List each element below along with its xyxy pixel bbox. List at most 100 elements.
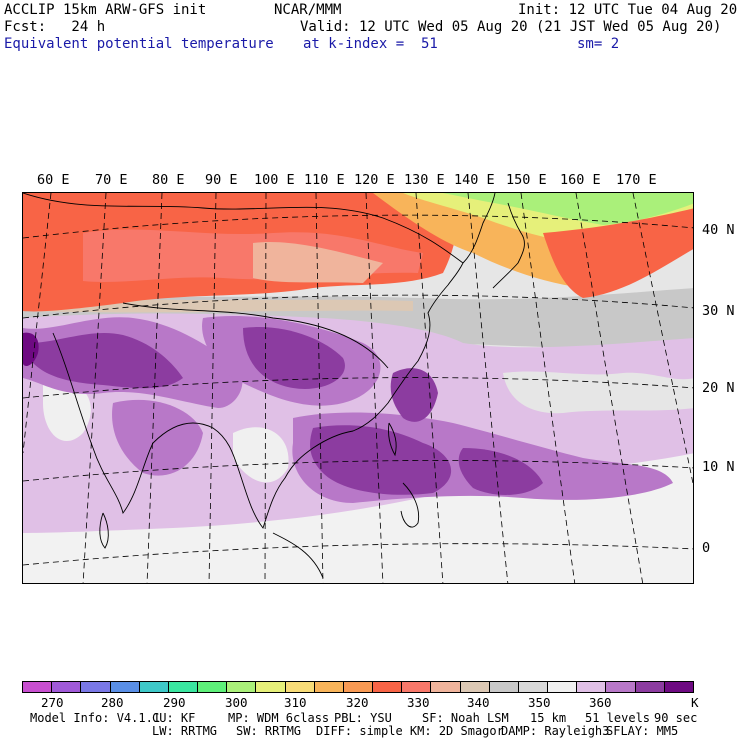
tan-band	[23, 293, 413, 313]
colorbar-swatch-0	[23, 682, 53, 692]
borneo-coast	[272, 532, 324, 579]
asia-coastline	[52, 262, 464, 529]
lon-line-160e	[575, 193, 644, 583]
lat-label-40n: 40 N	[702, 222, 735, 238]
vertical-levels: 51 levels	[585, 711, 651, 725]
graticule	[23, 193, 693, 583]
lat-label-20n: 20 N	[702, 380, 735, 396]
colorbar-tick-310: 310	[284, 695, 307, 710]
lon-line-150e	[520, 193, 576, 583]
lon-line-100e	[264, 193, 267, 583]
dark-purple-core-4	[458, 448, 543, 495]
colorbar-swatch-4	[139, 682, 169, 692]
colorbar-swatch-5	[168, 682, 199, 692]
cumulus-scheme: CU: KF	[152, 711, 196, 725]
lon-label-150e: 150 E	[506, 172, 547, 188]
ne-red-region	[543, 208, 693, 298]
colorbar-swatch-19	[577, 682, 607, 692]
indochina-light-patch	[233, 427, 289, 483]
lat-line-40n	[23, 214, 693, 239]
colorbar-swatch-8	[256, 682, 286, 692]
lon-line-130e	[415, 193, 444, 583]
colorbar-tick-280: 280	[101, 695, 124, 710]
field-title: Equivalent potential temperature	[4, 36, 274, 52]
surface-scheme: SF: Noah LSM	[422, 711, 509, 725]
colorbar-swatch-21	[635, 682, 665, 692]
lat-line-10n	[23, 460, 693, 482]
colorbar-swatch-22	[664, 682, 693, 692]
colorbar-tick-330: 330	[407, 695, 430, 710]
microphysics-scheme: MP: WDM 6class	[228, 711, 330, 725]
lon-label-170e: 170 E	[616, 172, 657, 188]
theta-e-map	[22, 192, 694, 584]
lon-line-120e	[365, 193, 384, 583]
lon-label-90e: 90 E	[205, 172, 238, 188]
model-title: ACCLIP 15km ARW-GFS init	[4, 2, 207, 18]
china-border	[122, 302, 389, 369]
model-info: Model Info: V4.1.1	[30, 711, 161, 725]
lon-label-60e: 60 E	[37, 172, 70, 188]
dark-purple-core-1	[33, 332, 183, 389]
lon-label-80e: 80 E	[152, 172, 185, 188]
philippines	[400, 482, 420, 528]
lon-line-60e	[23, 193, 52, 454]
colorbar-swatch-13	[402, 682, 432, 692]
colorbar-unit: K	[691, 695, 699, 710]
lon-label-70e: 70 E	[95, 172, 128, 188]
central-pac-grey-patch	[503, 371, 693, 414]
colorbar-swatch-1	[52, 682, 82, 692]
timestep: 90 sec	[654, 711, 698, 725]
colorbar	[22, 681, 694, 693]
lon-line-170e	[632, 193, 693, 486]
lon-line-80e	[146, 193, 163, 583]
north-border	[23, 193, 464, 264]
japan-coast	[492, 202, 525, 289]
lon-line-110e	[315, 193, 324, 583]
colorbar-swatch-2	[81, 682, 111, 692]
damping-scheme: DAMP: Rayleigh3	[501, 724, 610, 738]
resolution: 15 km	[530, 711, 567, 725]
colorbar-swatch-11	[343, 682, 374, 692]
diffusion-scheme: DIFF: simple KM: 2D Smagor	[316, 724, 504, 738]
colorbar-swatch-17	[518, 682, 549, 692]
colorbar-swatch-14	[431, 682, 461, 692]
colorbar-tick-350: 350	[528, 695, 551, 710]
lon-line-90e	[208, 193, 217, 583]
lon-label-130e: 130 E	[404, 172, 445, 188]
forecast-hour: Fcst: 24 h	[4, 19, 106, 35]
level-label: at k-index = 51	[303, 36, 438, 52]
bay-bengal-purple-region	[112, 399, 203, 476]
colorbar-swatch-15	[460, 682, 490, 692]
colorbar-swatch-9	[285, 682, 315, 692]
india-light-patch	[43, 381, 91, 442]
colorbar-swatch-6	[198, 682, 228, 692]
colorbar-swatch-18	[548, 682, 578, 692]
sri-lanka	[99, 512, 109, 549]
lat-label-30n: 30 N	[702, 303, 735, 319]
colorbar-swatch-16	[489, 682, 519, 692]
lat-line-30n	[23, 294, 693, 319]
colorbar-tick-340: 340	[467, 695, 490, 710]
institution-label: NCAR/MMM	[274, 2, 342, 18]
colorbar-tick-270: 270	[41, 695, 64, 710]
shortwave-scheme: SW: RRTMG	[236, 724, 302, 738]
lat-line-0	[23, 543, 693, 566]
lon-line-140e	[467, 193, 509, 583]
coastlines	[23, 193, 525, 579]
colorbar-swatch-10	[314, 682, 344, 692]
valid-time: Valid: 12 UTC Wed 05 Aug 20 (21 JST Wed …	[300, 19, 722, 35]
lon-label-120e: 120 E	[354, 172, 395, 188]
lon-label-160e: 160 E	[560, 172, 601, 188]
colorbar-swatch-3	[110, 682, 140, 692]
lon-label-100e: 100 E	[254, 172, 295, 188]
colorbar-swatch-7	[227, 682, 257, 692]
colorbar-tick-300: 300	[225, 695, 248, 710]
colorbar-tick-320: 320	[346, 695, 369, 710]
korea-russia-coast	[462, 193, 496, 264]
lat-label-10n: 10 N	[702, 459, 735, 475]
pbl-scheme: PBL: YSU	[334, 711, 392, 725]
longwave-scheme: LW: RRTMG	[152, 724, 218, 738]
map-canvas	[23, 193, 693, 583]
lat-label-0: 0	[702, 540, 711, 556]
smoothing-label: sm= 2	[577, 36, 620, 52]
